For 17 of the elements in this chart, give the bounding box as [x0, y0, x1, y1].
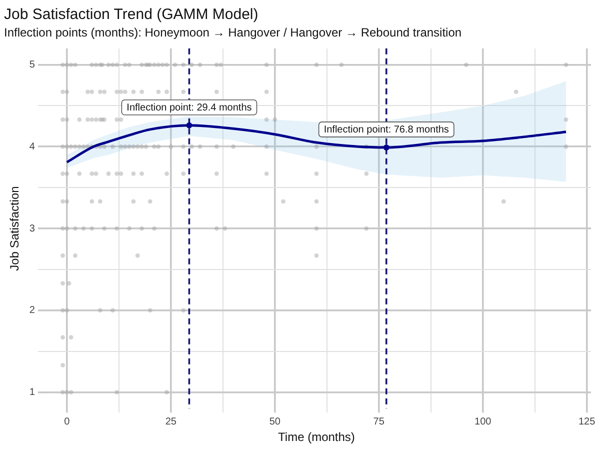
x-tick-label: 75 — [373, 416, 385, 428]
x-tick-label: 0 — [64, 416, 70, 428]
chart-title: Job Satisfaction Trend (GAMM Model) — [4, 6, 258, 24]
y-tick-label: 2 — [29, 305, 36, 316]
annotation: Inflection point: 76.8 months — [324, 124, 449, 136]
y-tick-label: 5 — [29, 60, 36, 71]
x-tick-label: 100 — [474, 416, 492, 428]
x-tick-label: 125 — [578, 416, 596, 428]
y-tick-label: 4 — [29, 141, 36, 152]
x-axis-title: Time (months) — [278, 430, 355, 444]
y-tick-label: 1 — [29, 386, 36, 398]
x-tick-label: 25 — [165, 416, 177, 428]
annotation: Inflection point: 29.4 months — [126, 102, 252, 114]
y-axis-title: Job Satisfaction — [8, 186, 22, 271]
y-tick-label: 3 — [29, 223, 36, 234]
x-tick-label: 50 — [269, 416, 281, 428]
chart-subtitle: Inflection points (months): Honeymoon → Hangover / Hangover → Rebound transition — [4, 26, 462, 40]
